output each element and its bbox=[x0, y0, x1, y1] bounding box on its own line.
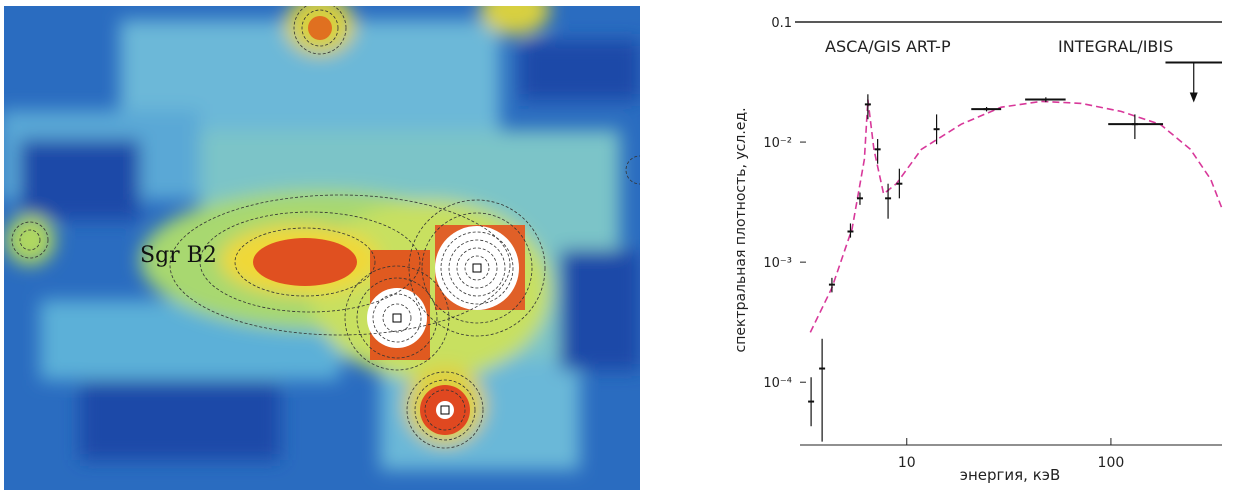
y-tick-label: 10⁻³ bbox=[763, 256, 792, 271]
source-label: Sgr B2 bbox=[140, 243, 217, 268]
sky-map: Sgr B2 bbox=[4, 6, 640, 490]
y-axis-label: спектральная плотность, усл.ед. bbox=[733, 107, 749, 352]
x-tick-label: 10 bbox=[898, 455, 916, 471]
x-axis-label: энергия, кэВ bbox=[960, 466, 1061, 484]
x-tick-label: 100 bbox=[1098, 455, 1125, 471]
y-tick-label: 10⁻⁴ bbox=[763, 376, 792, 391]
y-tick-label: 0.1 bbox=[771, 16, 792, 31]
upper-limit-arrowhead bbox=[1189, 92, 1198, 103]
y-tick-label: 10⁻² bbox=[763, 136, 792, 151]
model-curve bbox=[809, 99, 1223, 333]
annotation: ASCA/GIS ART-P bbox=[825, 37, 951, 56]
spectrum-chart: ASCA/GIS ART-P INTEGRAL/IBIS энергия, кэ… bbox=[733, 16, 1223, 484]
annotation: INTEGRAL/IBIS bbox=[1058, 37, 1173, 56]
